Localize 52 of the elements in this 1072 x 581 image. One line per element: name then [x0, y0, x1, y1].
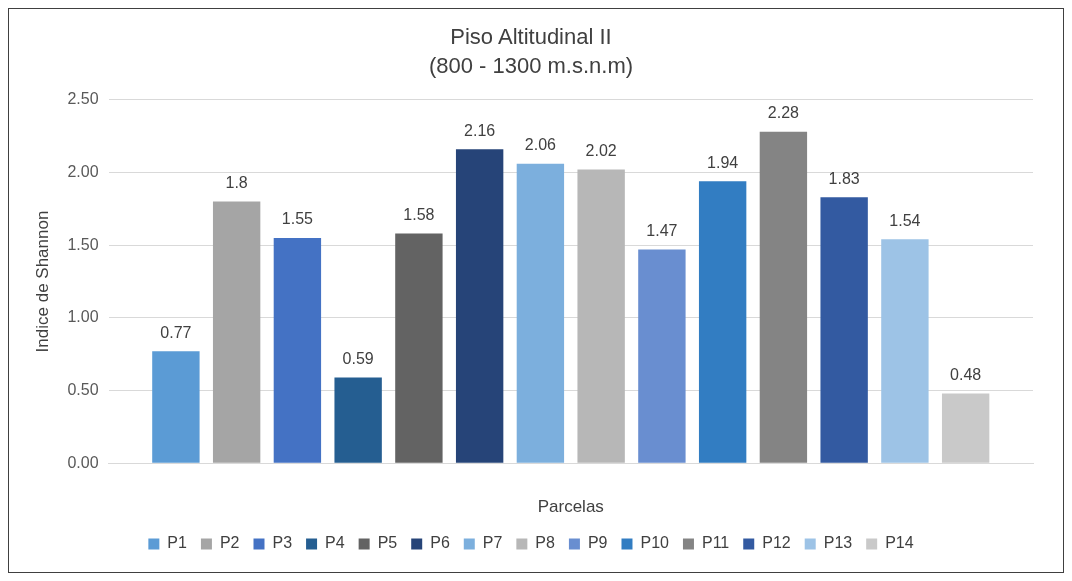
bar [152, 351, 200, 463]
data-label: 1.8 [225, 173, 248, 191]
legend-label: P7 [482, 534, 503, 552]
data-label: 0.77 [160, 323, 192, 341]
legend-label: P4 [325, 534, 345, 552]
data-label: 1.55 [281, 210, 314, 228]
bar [759, 131, 808, 463]
data-label: 2.02 [585, 141, 617, 159]
x-axis-title: Parcelas [537, 497, 604, 517]
data-label: 1.54 [889, 211, 921, 229]
bar [941, 393, 990, 463]
legend-label: P14 [885, 534, 914, 552]
y-tick-label: 2.00 [67, 162, 99, 180]
bar [273, 237, 322, 463]
bar [455, 149, 504, 463]
data-label: 0.59 [342, 349, 374, 367]
data-label: 2.28 [767, 104, 800, 122]
y-axis-title: Indice de Shannon [32, 210, 52, 353]
legend-label: P8 [535, 534, 556, 552]
data-label: 1.83 [828, 169, 860, 187]
legend-label: P6 [430, 534, 450, 552]
legend-label: P5 [377, 534, 398, 552]
data-label: 0.48 [950, 365, 982, 383]
bar [516, 163, 565, 463]
legend-label: P10 [640, 534, 670, 552]
legend-label: P1 [167, 534, 188, 552]
bar [395, 233, 443, 463]
y-tick-label: 0.00 [67, 453, 99, 471]
bar [334, 377, 382, 463]
legend-label: P11 [701, 534, 730, 552]
bar [577, 169, 625, 463]
bar [638, 249, 686, 463]
legend-label: P9 [587, 534, 608, 552]
bar [881, 239, 929, 463]
legend-label: P3 [272, 534, 293, 552]
chart-title: Piso Altitudinal II [450, 24, 612, 50]
legend-label: P12 [762, 534, 791, 552]
bar [820, 197, 868, 463]
y-tick-label: 2.50 [67, 90, 99, 108]
bar [212, 201, 261, 463]
data-label: 2.06 [524, 136, 557, 154]
legend-label: P13 [823, 534, 853, 552]
data-label: 1.47 [646, 221, 678, 239]
y-tick-label: 0.50 [67, 380, 99, 398]
data-label: 1.58 [403, 205, 435, 223]
y-tick-label: 1.50 [67, 235, 99, 253]
chart-subtitle: (800 - 1300 m.s.n.m) [428, 52, 634, 78]
y-tick-label: 1.00 [67, 308, 99, 326]
bar [698, 181, 747, 463]
data-label: 2.16 [464, 121, 496, 139]
legend-label: P2 [219, 534, 240, 552]
data-label: 1.94 [707, 153, 739, 171]
